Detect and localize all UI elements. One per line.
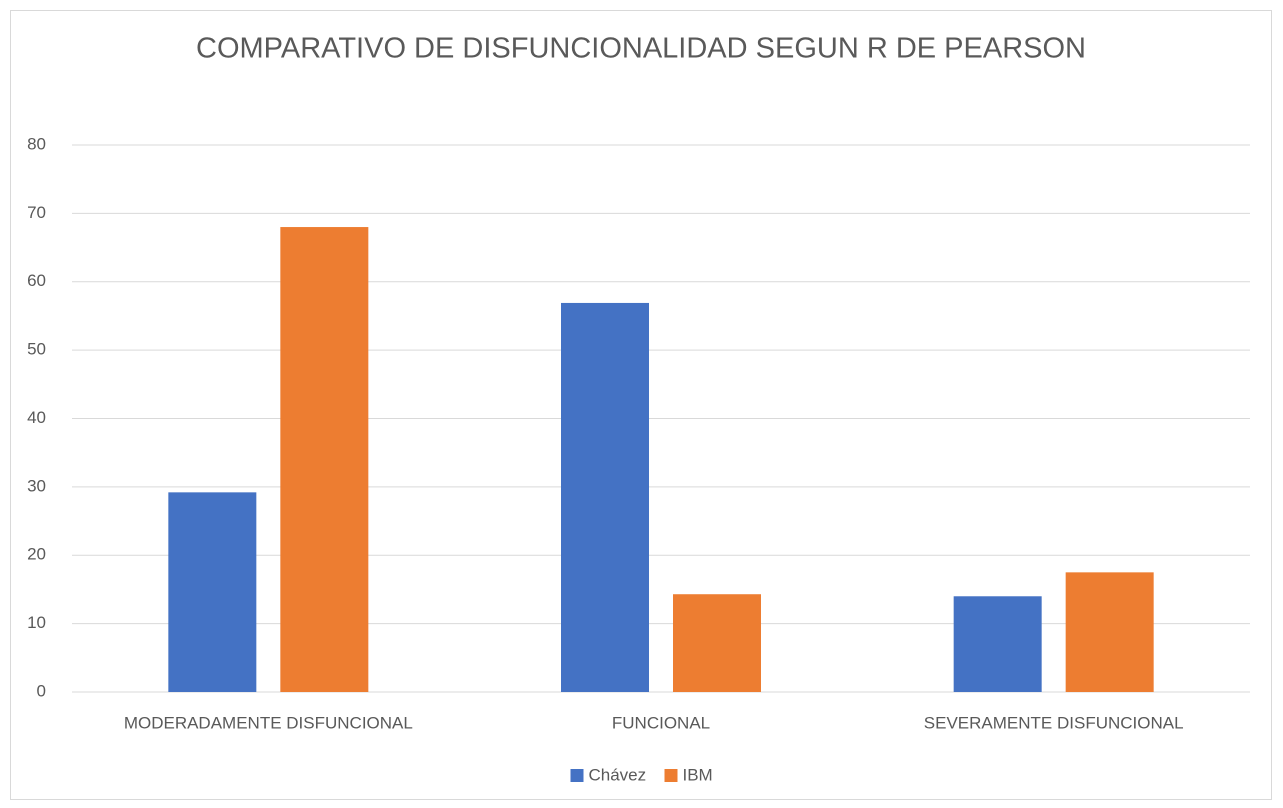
- bar: [673, 594, 761, 692]
- y-tick-label: 0: [37, 681, 46, 700]
- chart-title: COMPARATIVO DE DISFUNCIONALIDAD SEGUN R …: [196, 33, 1086, 65]
- y-tick-label: 80: [27, 134, 46, 153]
- y-tick-label: 50: [27, 340, 46, 359]
- y-tick-label: 30: [27, 476, 46, 495]
- y-tick-label: 40: [27, 408, 46, 427]
- legend-swatch: [570, 769, 584, 782]
- y-tick-label: 70: [27, 203, 46, 222]
- x-tick-label: MODERADAMENTE DISFUNCIONAL: [124, 713, 413, 732]
- legend-label: Chávez: [589, 765, 647, 784]
- bar: [1065, 572, 1154, 692]
- bar: [561, 302, 649, 692]
- legend-swatch: [664, 769, 678, 782]
- bar: [168, 492, 257, 692]
- bar: [953, 596, 1042, 692]
- x-tick-label: SEVERAMENTE DISFUNCIONAL: [924, 713, 1184, 732]
- y-tick-label: 60: [27, 271, 46, 290]
- y-tick-label: 20: [27, 545, 46, 564]
- x-tick-label: FUNCIONAL: [612, 713, 710, 732]
- legend-label: IBM: [683, 765, 713, 784]
- y-tick-label: 10: [27, 613, 46, 632]
- bar: [280, 227, 369, 693]
